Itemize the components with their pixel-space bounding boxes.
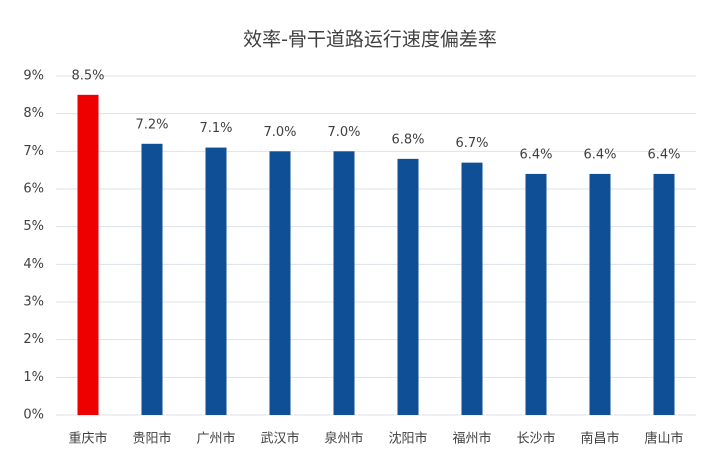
bar (269, 151, 291, 416)
y-tick-label: 6% (23, 182, 44, 197)
bar (397, 158, 419, 415)
x-tick-label: 贵阳市 (132, 431, 171, 447)
bar (141, 143, 163, 416)
y-tick-label: 3% (23, 295, 44, 310)
x-tick-label: 唐山市 (644, 431, 683, 447)
x-tick-label: 泉州市 (324, 431, 363, 447)
y-tick-label: 2% (23, 332, 44, 347)
bar (525, 173, 547, 415)
value-label: 8.5% (71, 68, 104, 83)
value-label: 6.8% (391, 132, 424, 147)
x-tick-label: 长沙市 (516, 431, 555, 447)
y-tick-label: 9% (23, 69, 44, 84)
value-label: 6.4% (647, 147, 680, 162)
bar (653, 173, 675, 415)
x-tick-label: 武汉市 (260, 431, 299, 447)
value-label: 6.4% (583, 147, 616, 162)
value-label: 6.7% (455, 136, 488, 151)
chart-title: 效率-骨干道路运行速度偏差率 (243, 29, 497, 51)
y-tick-label: 4% (23, 257, 44, 272)
value-label: 7.0% (327, 125, 360, 140)
bar (205, 147, 227, 416)
value-label: 6.4% (519, 147, 552, 162)
y-tick-label: 1% (23, 370, 44, 385)
y-tick-label: 8% (23, 106, 44, 121)
x-tick-label: 重庆市 (68, 431, 107, 447)
y-tick-label: 0% (23, 408, 44, 423)
bar (461, 162, 483, 415)
bar (333, 151, 355, 416)
x-tick-label: 沈阳市 (388, 431, 427, 447)
y-tick-label: 7% (23, 144, 44, 159)
value-label: 7.1% (199, 121, 232, 136)
bar (589, 173, 611, 415)
value-label: 7.0% (263, 125, 296, 140)
y-tick-label: 5% (23, 219, 44, 234)
x-tick-label: 南昌市 (580, 431, 619, 447)
x-tick-label: 福州市 (452, 431, 491, 447)
x-tick-label: 广州市 (196, 431, 235, 447)
value-label: 7.2% (135, 117, 168, 132)
bar (77, 94, 99, 415)
